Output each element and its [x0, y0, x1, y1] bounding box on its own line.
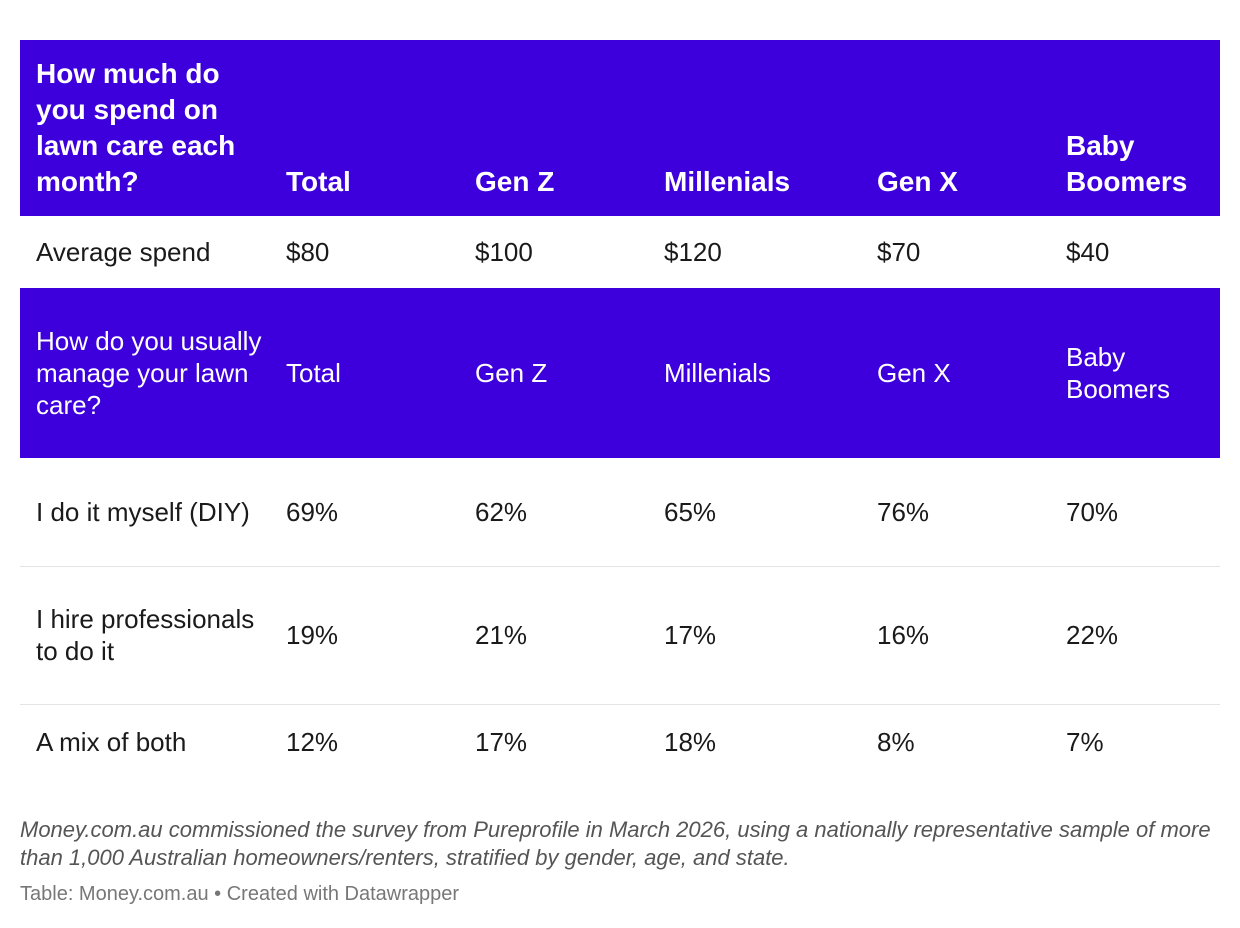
row-label: I do it myself (DIY)	[20, 458, 270, 567]
column-header-gen-z: Gen Z	[459, 288, 648, 458]
table-cell: 76%	[861, 458, 1050, 567]
table-cell: $100	[475, 237, 533, 267]
table-cell: $40	[1066, 237, 1110, 267]
table-cell: 22%	[1050, 566, 1220, 705]
table-cell: 7%	[1066, 727, 1104, 758]
manage-header-row: How do you usually manage your lawn care…	[20, 288, 1220, 458]
table-row: Average spend $80 $100 $120 $70 $40	[20, 216, 1220, 288]
survey-footnote: Money.com.au commissioned the survey fro…	[20, 817, 1211, 870]
table-cell: 17%	[648, 566, 861, 705]
row-label: A mix of both	[36, 727, 187, 758]
table-cell: 70%	[1050, 458, 1220, 567]
table-cell: 69%	[270, 458, 459, 567]
table-cell: $80	[286, 237, 330, 267]
table-cell: 19%	[270, 566, 459, 705]
table-row: I hire professionals to do it 19% 21% 17…	[20, 566, 1220, 705]
column-header-gen-z: Gen Z	[459, 40, 648, 216]
table-cell: 18%	[664, 727, 717, 758]
column-header-gen-x: Gen X	[861, 288, 1050, 458]
table-cell: 65%	[648, 458, 861, 567]
table-cell: 8%	[877, 727, 915, 758]
column-header-millenials: Millenials	[648, 288, 861, 458]
table-cell: 17%	[475, 727, 528, 758]
column-header-baby-boomers: Baby Boomers	[1050, 40, 1220, 216]
table-cell: $120	[664, 237, 722, 267]
row-label: I hire professionals to do it	[20, 566, 270, 705]
column-header-total: Total	[270, 288, 459, 458]
table-row: I do it myself (DIY) 69% 62% 65% 76% 70%	[20, 458, 1220, 567]
table-cell: 12%	[286, 727, 339, 758]
column-header-baby-boomers: Baby Boomers	[1050, 288, 1220, 458]
column-header-gen-x: Gen X	[861, 40, 1050, 216]
table-cell: 21%	[459, 566, 648, 705]
survey-table-container: How much do you spend on lawn care each …	[20, 40, 1220, 780]
column-header-total: Total	[270, 40, 459, 216]
spend-question: How much do you spend on lawn care each …	[20, 40, 270, 216]
row-label: Average spend	[36, 237, 211, 267]
survey-table: How much do you spend on lawn care each …	[20, 40, 1220, 780]
manage-question: How do you usually manage your lawn care…	[20, 288, 270, 458]
source-credit: Table: Money.com.au • Created with Dataw…	[20, 883, 460, 905]
spend-header-row: How much do you spend on lawn care each …	[20, 40, 1220, 216]
table-cell: 62%	[459, 458, 648, 567]
table-cell: $70	[877, 237, 921, 267]
table-cell: 16%	[861, 566, 1050, 705]
table-row: A mix of both 12% 17% 18% 8% 7%	[20, 704, 1220, 780]
column-header-millenials: Millenials	[648, 40, 861, 216]
